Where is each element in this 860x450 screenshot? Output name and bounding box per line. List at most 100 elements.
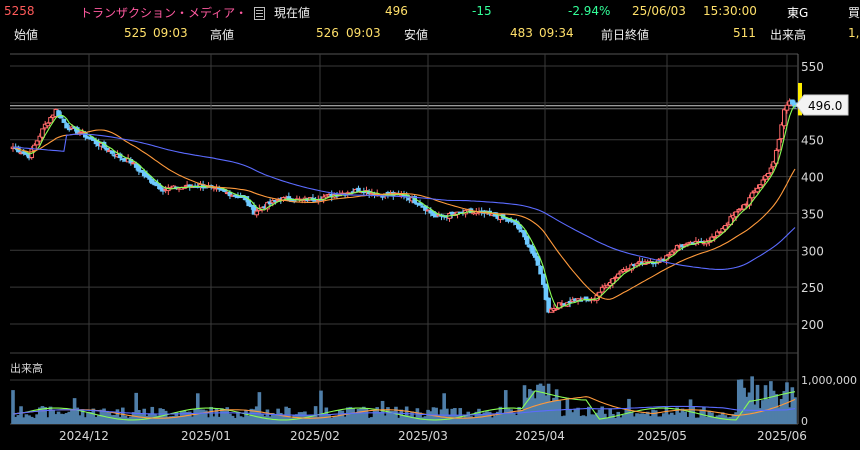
candle-body	[64, 123, 69, 129]
volume-bar	[46, 417, 50, 424]
document-icon[interactable]	[254, 7, 265, 20]
candle-body	[48, 117, 53, 124]
volume-bar	[396, 417, 401, 424]
volume-bar	[244, 410, 248, 424]
candle-body	[546, 297, 551, 313]
volume-bar	[56, 411, 61, 424]
volume-bar	[80, 409, 85, 424]
volume-bar	[648, 416, 653, 424]
candle-body	[88, 136, 93, 140]
volume-bar	[64, 413, 69, 424]
candle-body	[765, 172, 771, 177]
volume-bar	[402, 414, 406, 424]
volume-bar	[777, 407, 781, 424]
volume-bar	[54, 414, 58, 424]
volume-bar	[704, 416, 709, 424]
price-tick-label: 200	[801, 318, 824, 332]
price-tag: 496.0	[795, 94, 849, 116]
candle-body	[540, 273, 546, 285]
volume-bar	[586, 406, 591, 424]
volume-bar	[233, 417, 238, 424]
candle-body	[779, 124, 784, 140]
volume-bar	[94, 416, 98, 424]
volume-tick-label: 1,000,000	[801, 374, 857, 387]
volume-bar	[573, 408, 578, 424]
volume-bars	[11, 376, 797, 424]
volume-zero-label: 0	[801, 415, 808, 428]
candle-body	[232, 194, 238, 197]
volume-bar	[787, 407, 792, 424]
volume-bar	[412, 416, 417, 424]
volume-bar	[214, 408, 219, 424]
volume-bar	[107, 412, 112, 424]
volume-bar	[694, 417, 698, 424]
volume-bar	[651, 409, 655, 424]
volume-bar	[712, 417, 717, 424]
open-value: 525	[124, 26, 147, 40]
volume-bar	[619, 417, 623, 424]
volume-bar	[155, 415, 160, 424]
volume-bar	[621, 414, 626, 424]
volume-bar	[364, 408, 369, 424]
candle-body	[61, 118, 67, 123]
volume-bar	[728, 416, 733, 424]
volume-bar	[715, 415, 720, 424]
volume-bar	[118, 416, 122, 424]
volume-bar	[544, 395, 548, 424]
candle-body	[147, 175, 152, 180]
prev-close-label: 前日終値	[601, 28, 650, 42]
candle-body	[715, 231, 720, 237]
volume-bar	[552, 397, 556, 424]
volume-bar	[121, 407, 125, 424]
volume-bar	[62, 414, 66, 424]
volume-bar	[608, 408, 613, 424]
price-tick-label: 550	[801, 60, 824, 74]
volume-bar	[656, 416, 661, 424]
volume-bar	[549, 401, 554, 424]
volume-bar	[627, 398, 631, 424]
volume-bar	[67, 411, 72, 424]
candle-body	[131, 162, 136, 165]
volume-bar	[678, 412, 682, 424]
candle-body	[618, 270, 624, 274]
volume-bar	[383, 415, 388, 424]
volume-bar	[720, 412, 725, 424]
volume-bar	[645, 411, 650, 424]
volume-bar	[131, 412, 136, 424]
volume-bar	[793, 397, 797, 424]
volume-bar	[640, 413, 645, 424]
volume-bar	[43, 407, 47, 424]
volume-bar	[171, 416, 176, 424]
volume-bar	[150, 406, 155, 424]
candle-body	[91, 138, 96, 141]
volume-bar	[680, 408, 685, 424]
volume-bar	[506, 408, 511, 424]
candle-body	[535, 256, 541, 266]
candle-body	[749, 192, 755, 199]
candle-body	[149, 179, 155, 184]
volume-bar	[461, 417, 465, 424]
volume-bar	[710, 412, 714, 424]
volume-bar	[420, 417, 425, 424]
candle-body	[538, 265, 543, 275]
stock-name[interactable]: トランザクション・メディア・	[80, 6, 248, 20]
volume-bar	[485, 411, 489, 424]
volume-bar	[327, 414, 331, 424]
volume-bar	[230, 415, 235, 424]
volume-bar	[495, 411, 500, 424]
candle-body	[37, 135, 43, 142]
volume-bar	[305, 414, 310, 424]
volume-bar	[145, 415, 149, 424]
volume-bar	[426, 409, 430, 424]
volume-bar	[153, 414, 157, 424]
candles	[10, 82, 802, 314]
volume-bar	[40, 406, 45, 424]
date-tick-label: 2025/04	[515, 429, 565, 443]
volume-bar	[635, 413, 639, 424]
stock-chart[interactable]: 出来高 1,000,000 0 550500450400350300250200…	[0, 44, 860, 450]
volume-bar	[206, 417, 211, 424]
candle-body	[763, 175, 768, 180]
volume-bar	[21, 417, 26, 424]
candle-body	[34, 140, 40, 146]
volume-bar	[589, 414, 594, 424]
